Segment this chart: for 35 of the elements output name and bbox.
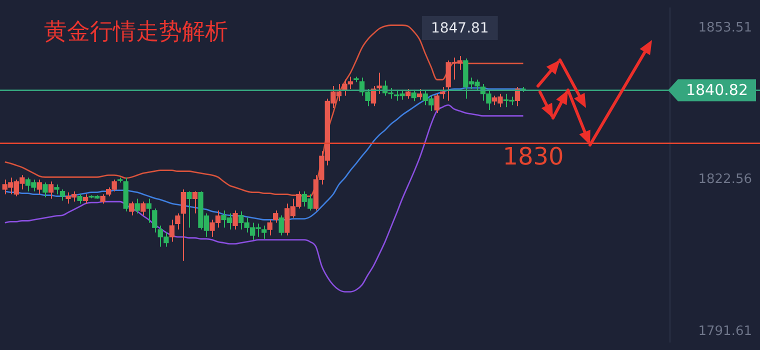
y-tick-label: 1791.61 — [698, 324, 752, 339]
candlestick — [405, 88, 411, 100]
candlestick — [180, 188, 186, 262]
ref-line-label: 1830 — [502, 142, 564, 171]
candlestick — [60, 188, 66, 202]
candlestick — [186, 190, 192, 228]
candlestick — [417, 88, 422, 100]
candlestick — [232, 210, 238, 230]
candlestick — [134, 198, 140, 214]
candlestick — [42, 182, 48, 198]
candlestick — [175, 212, 180, 230]
candlestick — [411, 89, 416, 102]
candlestick — [261, 225, 267, 240]
candlestick — [140, 201, 146, 216]
annotation: 1847.81 — [430, 20, 489, 37]
candlestick — [273, 210, 278, 224]
candlestick — [267, 219, 272, 236]
candlestick — [169, 219, 174, 242]
candlestick — [152, 208, 158, 233]
candlestick — [146, 198, 152, 224]
candlestick — [278, 214, 284, 236]
ref-line-label: 1840.82 — [686, 81, 748, 100]
y-tick-label: 1822.56 — [698, 172, 752, 188]
candlestick — [192, 190, 198, 214]
candlestick — [82, 194, 88, 204]
candlestick — [100, 194, 106, 204]
candlestick — [77, 194, 82, 204]
text: 黄金行情走势解析 — [44, 18, 228, 47]
candlestick — [48, 181, 54, 200]
candlestick — [434, 93, 440, 114]
candlestick — [129, 201, 134, 216]
candlestick — [440, 86, 446, 100]
candlestick — [54, 184, 60, 195]
candlestick — [36, 179, 42, 195]
y-tick-label: 1853.51 — [698, 20, 752, 36]
